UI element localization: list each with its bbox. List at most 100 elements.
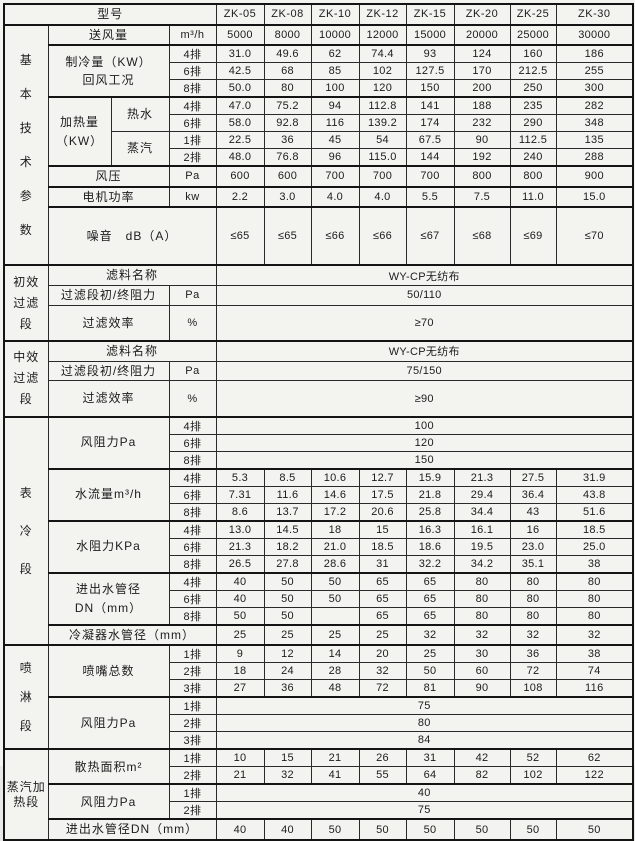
- table-row: 风阻力Pa 1排 75: [4, 696, 634, 750]
- value-cell: 290: [509, 114, 557, 133]
- value-cell: 47.0: [215, 96, 265, 116]
- table-row: 水阻力KPa 4排 13.0 14.5 18 15 16.3 16.1 16 18.5: [4, 519, 634, 574]
- value-cell: 26.5: [215, 554, 265, 574]
- value-cell: 300: [555, 79, 634, 98]
- value-cell: 52: [509, 748, 557, 768]
- value-cell: 80: [453, 571, 511, 591]
- value-cell: 18.2: [263, 537, 312, 556]
- value-cell: 31: [405, 748, 455, 768]
- value-cell: 12000: [358, 23, 407, 46]
- sub-row-label: kw: [168, 185, 217, 208]
- value-cell: 102: [509, 766, 557, 785]
- table-row: 喷 淋 段喷嘴总数 1排 9 12 14 20 25 30 36 38: [3, 644, 634, 750]
- value-cell: 700: [358, 165, 407, 188]
- value-cell: 92.8: [263, 114, 312, 133]
- value-cell: 90: [453, 131, 511, 150]
- value-cell: 14.6: [310, 485, 360, 504]
- value-cell: 21.3: [453, 467, 511, 487]
- value-cell: 84: [215, 731, 634, 750]
- value-cell: 62: [310, 44, 360, 64]
- value-cell: 135: [555, 131, 634, 150]
- spec-table-body: 型号 ZK-05 ZK-08 ZK-10 ZK-12 ZK-15 ZK-20 ZK-25 ZK-…: [3, 3, 634, 841]
- value-cell: 28.6: [310, 554, 360, 574]
- value-cell: 186: [555, 44, 634, 64]
- value-cell: ≤67: [405, 206, 455, 266]
- section-medium-filter: 中效 过滤 段: [3, 340, 49, 418]
- value-cell: 12.7: [358, 467, 407, 487]
- value-cell: 600: [215, 165, 265, 188]
- value-cell: ≤68: [453, 206, 511, 266]
- value-cell: 7.5: [453, 185, 511, 208]
- sub-row-label: 1排: [168, 131, 217, 150]
- value-cell: 120: [215, 433, 634, 452]
- row-label-nozzle-count: 喷嘴总数: [47, 644, 170, 698]
- value-cell: 30000: [555, 23, 634, 46]
- value-cell: 127.5: [405, 62, 455, 81]
- sub-row-label: 8排: [168, 502, 217, 522]
- value-cell: 12: [263, 644, 312, 664]
- row-label-air-resistance: 风阻力Pa: [47, 415, 170, 470]
- value-cell: 28: [310, 662, 360, 681]
- value-cell: WY-CP无纺布: [215, 264, 634, 286]
- row-label-filter-efficiency: 过滤效率: [47, 380, 170, 418]
- table-row: 基 本 技 术 参 数送风量 m³/h 5000 8000 10000 12000 1500…: [3, 23, 634, 266]
- value-cell: 23.0: [509, 537, 557, 556]
- value-cell: 20: [358, 644, 407, 664]
- value-cell: 36.4: [509, 485, 557, 504]
- table-row: 8排 50 50 65 65 80 80 80: [4, 606, 634, 626]
- table-row: 8排 8.6 13.7 17.2 20.6 25.8 34.4 43 51.6: [4, 502, 634, 522]
- row-label-motor-power: 电机功率: [47, 185, 170, 208]
- value-cell: 74: [555, 662, 634, 681]
- row-label-supply-air-volume: 送风量: [47, 23, 170, 46]
- table-row: 风阻力Pa 1排 40: [4, 783, 634, 820]
- sub-row-label: 1排: [168, 644, 217, 664]
- sub-row-label: 6排: [168, 433, 217, 452]
- sub-row-label: 6排: [168, 62, 217, 81]
- value-cell: 18: [310, 519, 360, 539]
- value-cell: 76.8: [263, 148, 312, 167]
- sub-row-label: 8排: [168, 606, 217, 626]
- value-cell: 16: [509, 519, 557, 539]
- value-cell: 122: [555, 766, 634, 785]
- value-cell: 120: [358, 79, 407, 98]
- value-cell: 35.1: [509, 554, 557, 574]
- value-cell: 32: [358, 662, 407, 681]
- value-cell: ≤66: [310, 206, 360, 266]
- value-cell: 43.8: [555, 485, 634, 504]
- row-label-heating-capacity: 加热量 （KW）: [47, 96, 112, 167]
- value-cell: 25.8: [405, 502, 455, 522]
- row-label-noise: 噪音 dB（A）: [47, 206, 217, 266]
- model-header-label: 型号: [3, 3, 217, 26]
- value-cell: ≥90: [215, 380, 634, 418]
- sub-row-label: 2排: [168, 662, 217, 681]
- value-cell: 68: [263, 62, 312, 81]
- table-row: 表 冷 段风阻力Pa 4排 100: [3, 415, 634, 646]
- row-label-condenser-pipe-diameter: 冷凝器水管径（mm）: [47, 623, 217, 646]
- row-label-water-resistance: 水阻力KPa: [47, 519, 170, 574]
- value-cell: 25: [405, 644, 455, 664]
- value-cell: 15.9: [405, 467, 455, 487]
- row-label-heat-area: 散热面积m²: [47, 748, 170, 785]
- value-cell: 18.5: [555, 519, 634, 539]
- value-cell: 50/110: [215, 284, 634, 306]
- value-cell: 255: [555, 62, 634, 81]
- value-cell: 32: [509, 623, 557, 646]
- value-cell: 36: [263, 679, 312, 698]
- value-cell: 50: [453, 818, 511, 841]
- value-cell: 700: [405, 165, 455, 188]
- row-label-air-resistance: 风阻力Pa: [47, 696, 170, 750]
- value-cell: 8.5: [263, 467, 312, 487]
- value-cell: 81: [405, 679, 455, 698]
- sub-row-label: 1排: [168, 696, 217, 716]
- value-cell: 21: [215, 766, 265, 785]
- value-cell: 45: [310, 131, 360, 150]
- value-cell: 31.0: [215, 44, 265, 64]
- value-cell: 25: [358, 623, 407, 646]
- value-cell: 124: [453, 44, 511, 64]
- sub-row-label: 4排: [168, 44, 217, 64]
- value-cell: 600: [263, 165, 312, 188]
- value-cell: 48.0: [215, 148, 265, 167]
- value-cell: 40: [215, 589, 265, 608]
- section-basic-parameters: 基 本 技 术 参 数: [3, 23, 49, 266]
